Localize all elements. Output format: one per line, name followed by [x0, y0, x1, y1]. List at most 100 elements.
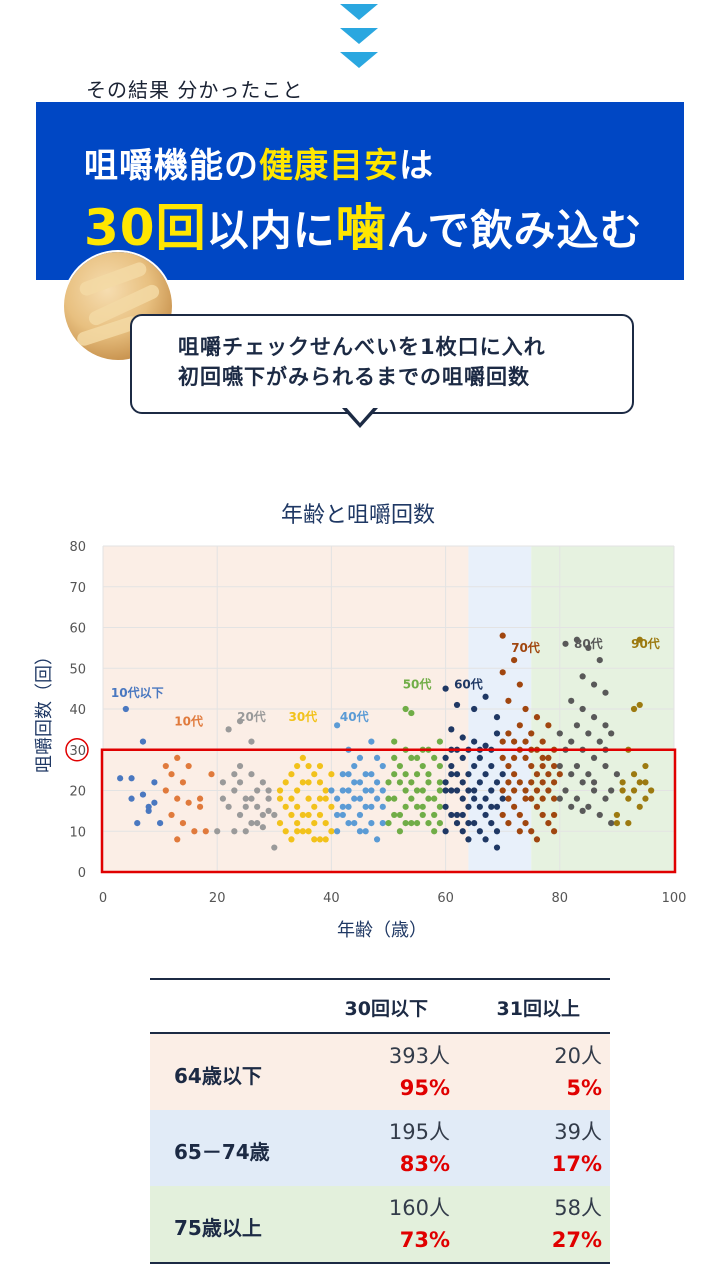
data-point [265, 795, 272, 802]
data-point [174, 836, 181, 843]
data-point [482, 771, 489, 778]
headline-text: 咀嚼機能の [84, 146, 259, 186]
data-point [579, 807, 586, 814]
data-point [248, 771, 255, 778]
data-point [459, 734, 466, 741]
data-point [328, 828, 335, 835]
x-tick-label: 20 [209, 891, 226, 906]
data-point [311, 803, 318, 810]
data-point [396, 762, 404, 770]
data-point [299, 828, 306, 835]
data-point [402, 787, 409, 794]
data-point [522, 787, 529, 794]
data-point [299, 754, 306, 761]
table-header: 30回以下 31回以上 [150, 978, 610, 1034]
data-point [271, 811, 278, 819]
data-point [511, 787, 518, 794]
data-point [362, 787, 369, 794]
data-point [413, 754, 421, 761]
data-point [305, 828, 312, 835]
down-arrow-icon [340, 28, 378, 44]
data-point [288, 811, 295, 819]
data-point [322, 820, 329, 827]
data-point [373, 779, 381, 786]
data-point [573, 795, 581, 802]
headline-banner: 咀嚼機能の健康目安は 30回以内に噛んで飲み込む [36, 102, 684, 280]
count-cell: 393人 [388, 1044, 450, 1068]
data-point [516, 828, 523, 835]
data-point [305, 795, 312, 802]
data-point [499, 669, 506, 676]
data-point [522, 705, 529, 713]
data-point [191, 828, 198, 835]
data-point [408, 779, 415, 786]
data-point [505, 820, 512, 827]
data-point [590, 787, 598, 794]
data-point [265, 787, 272, 794]
headline-highlight: 健康目安 [259, 146, 399, 186]
data-point [431, 795, 438, 802]
data-point [339, 771, 346, 778]
data-point [368, 803, 375, 810]
data-point [436, 738, 443, 745]
table-row: 64歳以下 393人 95% 20人 5% [150, 1034, 610, 1110]
data-point [436, 787, 443, 794]
data-point [402, 820, 409, 827]
data-point [516, 722, 523, 729]
data-point [339, 787, 346, 794]
data-point [442, 787, 449, 794]
series-label: 80代 [574, 636, 603, 651]
data-point [471, 738, 478, 745]
data-point [471, 705, 478, 713]
data-point [334, 828, 341, 835]
data-point [413, 820, 421, 827]
data-point [316, 762, 324, 770]
data-point [391, 771, 398, 778]
data-point [334, 811, 341, 819]
data-point [322, 787, 329, 794]
data-point [476, 828, 483, 835]
data-point [128, 775, 135, 782]
column-header: 31回以上 [496, 998, 580, 1020]
data-point [128, 795, 135, 802]
data-point [499, 754, 506, 761]
data-point [539, 811, 546, 819]
data-point [145, 807, 152, 814]
data-point [379, 820, 386, 827]
percent-cell: 5% [566, 1076, 602, 1100]
data-point [522, 754, 529, 761]
data-point [168, 811, 175, 819]
data-point [442, 754, 449, 761]
data-point [459, 754, 466, 761]
data-point [196, 795, 204, 802]
data-point [202, 828, 209, 835]
data-point [288, 836, 295, 843]
data-point [179, 779, 187, 786]
data-point [488, 762, 495, 770]
data-point [408, 820, 415, 827]
data-point [602, 722, 609, 729]
data-point [339, 811, 346, 819]
data-point [648, 787, 655, 794]
data-point [225, 803, 232, 810]
count-cell: 20人 [554, 1044, 602, 1068]
data-point [459, 795, 466, 802]
x-tick-label: 60 [437, 891, 454, 906]
data-point [288, 771, 295, 778]
data-point [505, 779, 512, 786]
data-point [585, 771, 592, 778]
data-point [311, 836, 318, 843]
y-tick-label: 30 [69, 744, 86, 759]
row-label: 65－74歳 [174, 1140, 270, 1164]
data-point [316, 795, 324, 802]
data-point [568, 803, 575, 810]
data-point [459, 779, 466, 786]
data-point [482, 811, 489, 819]
data-point [533, 836, 541, 843]
data-point [385, 779, 392, 786]
data-point [379, 803, 386, 810]
data-point [236, 779, 244, 786]
data-point [294, 828, 301, 835]
data-point [408, 709, 415, 717]
data-point [556, 762, 563, 770]
